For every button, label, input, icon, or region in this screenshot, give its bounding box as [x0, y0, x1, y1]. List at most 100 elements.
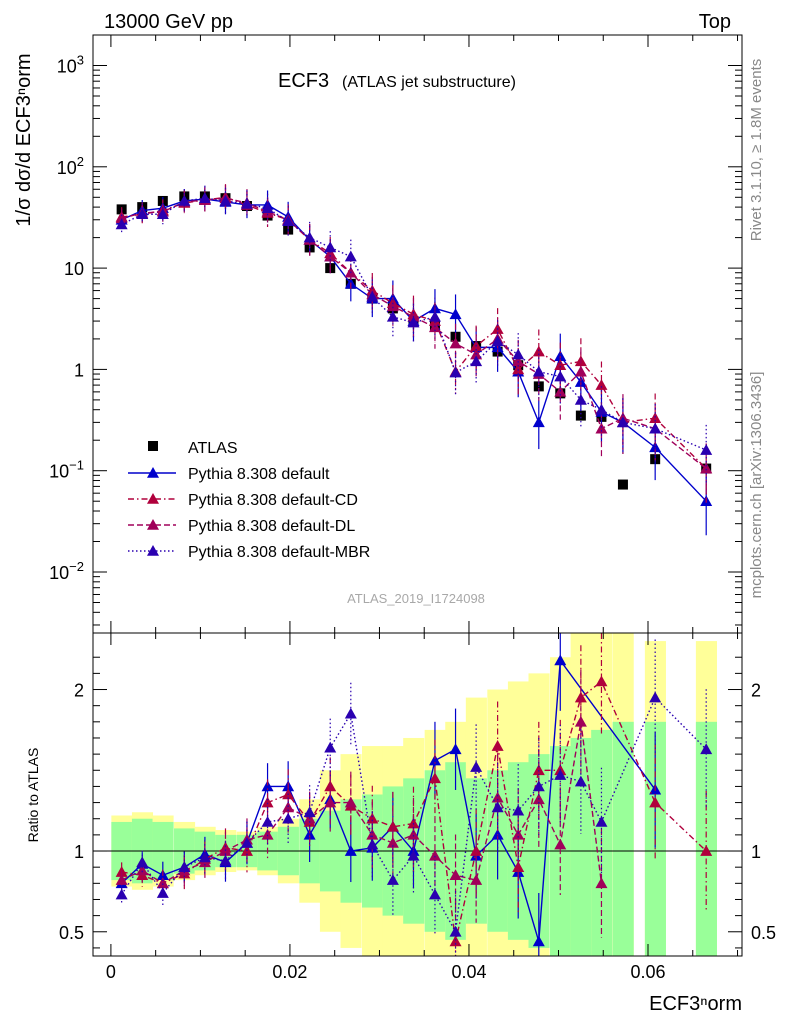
data-point-marker: [344, 796, 357, 808]
data-point-marker: [198, 192, 211, 203]
x-tick-label: 0.02: [272, 962, 307, 982]
data-point-marker: [344, 707, 357, 719]
data-point-marker: [554, 838, 567, 850]
data-point-marker: [649, 441, 662, 453]
legend-label: Pythia 8.308 default: [188, 466, 330, 483]
legend-label: Pythia 8.308 default-DL: [188, 518, 355, 535]
data-point-marker: [324, 241, 337, 253]
data-point-marker: [178, 861, 191, 872]
data-point-marker: [512, 828, 525, 840]
data-point-marker: [449, 743, 462, 755]
ratio-y-tick-label: 2: [74, 681, 84, 701]
legend-label: ATLAS: [188, 440, 238, 457]
data-point-marker: [115, 874, 128, 885]
data-point-marker: [595, 877, 608, 889]
data-point-marker: [428, 754, 441, 766]
data-point-marker: [700, 444, 713, 455]
data-point-marker: [649, 422, 662, 434]
data-point-marker: [240, 836, 253, 848]
data-point-marker: [407, 828, 420, 840]
data-point-marker: [136, 208, 149, 220]
data-point-marker: [449, 925, 462, 937]
data-point-marker: [491, 740, 504, 751]
data-point-marker: [428, 772, 441, 784]
data-point-marker: [344, 250, 357, 262]
data-point-marker: [595, 815, 608, 827]
data-point-marker: [386, 836, 399, 848]
data-point-marker: [147, 545, 159, 556]
data-point-marker: [574, 393, 587, 405]
data-point-marker: [574, 775, 587, 787]
data-point-marker: [386, 310, 399, 322]
process-label: Top: [699, 11, 731, 33]
energy-label: 13000 GeV pp: [104, 11, 233, 33]
data-point-marker: [554, 370, 567, 382]
data-point-marker: [386, 874, 399, 885]
data-point-marker: [532, 780, 545, 792]
data-point-marker: [324, 796, 337, 808]
data-point-marker: [491, 791, 504, 803]
y-tick-label: 10−2: [49, 559, 84, 583]
data-point-marker: [532, 935, 545, 947]
legend-marker: [148, 441, 158, 451]
data-point-marker: [491, 335, 504, 346]
data-point-marker: [366, 828, 379, 840]
data-point-marker: [449, 366, 462, 378]
uncertainty-band-inner: [612, 721, 634, 956]
data-point-marker: [147, 493, 159, 504]
x-tick-label: 0.06: [630, 962, 665, 982]
data-point-marker: [554, 359, 567, 371]
data-point-marker: [512, 355, 525, 367]
ratio-plot-panel: 0.5 0.5 1 1 2 2: [59, 632, 776, 957]
data-point-marker: [617, 479, 628, 490]
data-point-marker: [449, 935, 462, 947]
data-point-marker: [449, 308, 462, 320]
x-tick-label: 0.04: [451, 962, 486, 982]
data-point-marker: [115, 212, 128, 224]
data-point-marker: [700, 845, 713, 856]
data-point-marker: [532, 416, 545, 428]
y-axis-label-ratio: Ratio to ATLAS: [25, 748, 41, 843]
ratio-y-tick-label-right: 0.5: [751, 923, 776, 943]
data-point-marker: [147, 467, 159, 478]
ratio-series-line: [121, 680, 707, 942]
data-point-marker: [649, 691, 662, 703]
data-point-marker: [554, 769, 567, 780]
data-point-marker: [574, 715, 587, 727]
data-point-marker: [428, 888, 441, 900]
x-tick-label: 0: [106, 962, 116, 982]
uncertainty-band-inner: [695, 721, 717, 956]
rivet-label: Rivet 3.1.10, ≥ 1.8M events: [748, 59, 765, 242]
data-point-marker: [366, 290, 379, 302]
data-point-marker: [261, 780, 274, 792]
data-point-marker: [219, 854, 232, 866]
data-point-marker: [156, 208, 169, 220]
data-point-marker: [178, 194, 191, 206]
main-plot-panel: 10−2 10−1 1 10 102 103: [49, 34, 743, 634]
data-point-marker: [407, 849, 420, 861]
ratio-y-tick-label-right: 1: [751, 842, 761, 862]
plot-subtitle: (ATLAS jet substructure): [342, 74, 516, 91]
y-tick-label: 1: [74, 360, 84, 380]
plot-title: ECF3: [278, 70, 329, 92]
data-point-marker: [282, 812, 295, 824]
data-point-marker: [115, 218, 128, 230]
data-point-marker: [532, 365, 545, 377]
data-point-marker: [700, 462, 713, 474]
data-point-marker: [554, 654, 567, 666]
data-point-marker: [261, 202, 274, 214]
data-point-marker: [366, 812, 379, 824]
data-point-marker: [470, 874, 483, 885]
data-point-marker: [512, 804, 525, 816]
legend-entry: Pythia 8.308 default: [128, 466, 330, 483]
data-point-marker: [428, 302, 441, 314]
data-point-marker: [366, 838, 379, 850]
analysis-tag: ATLAS_2019_I1724098: [347, 591, 485, 606]
data-point-marker: [595, 422, 608, 434]
data-point-marker: [219, 194, 232, 206]
ratio-y-tick-label: 0.5: [59, 923, 84, 943]
legend-entry: Pythia 8.308 default-MBR: [128, 544, 370, 561]
data-point-marker: [491, 801, 504, 813]
legend-label: Pythia 8.308 default-CD: [188, 492, 358, 509]
ratio-y-tick-label: 1: [74, 842, 84, 862]
